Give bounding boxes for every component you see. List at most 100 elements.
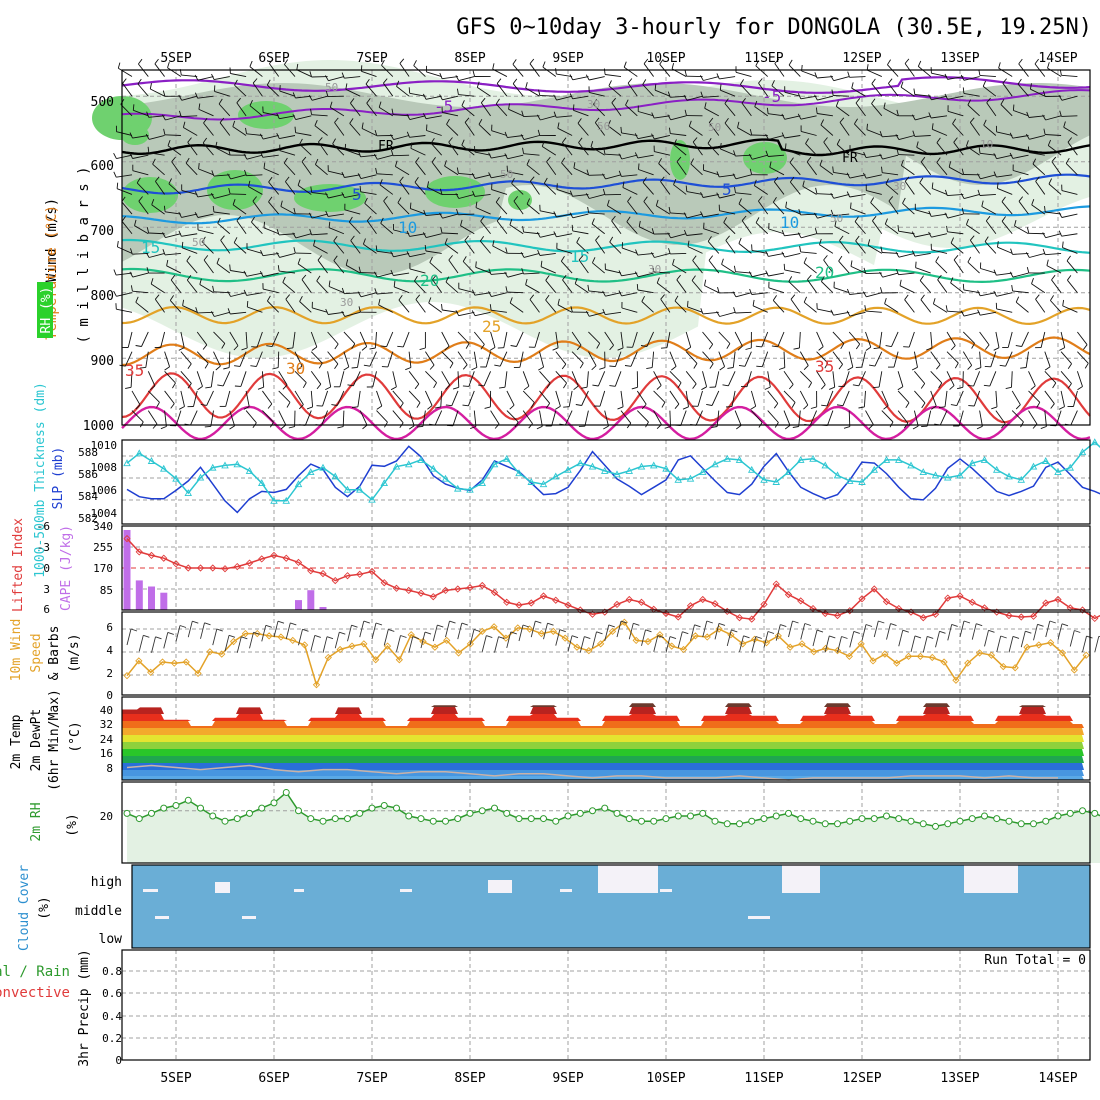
wind-barb xyxy=(689,126,703,136)
wind-barb xyxy=(213,351,221,367)
wind10-line-point xyxy=(597,640,605,648)
wind-barb-flag xyxy=(602,173,606,180)
contour-label: 50 xyxy=(597,120,610,133)
wind-barb-flag xyxy=(146,267,150,274)
wind-barb-flag xyxy=(950,277,954,284)
wind-barb xyxy=(203,122,214,136)
wind-barb-flag xyxy=(805,138,809,144)
tick-label: 8SEP xyxy=(454,1071,485,1086)
wind-barb xyxy=(1044,351,1051,367)
wind-barb xyxy=(148,115,165,118)
wind-barb xyxy=(703,194,719,198)
wind-barb-flag xyxy=(347,384,354,387)
wind-barb-flag xyxy=(562,137,567,143)
wind-barb xyxy=(295,95,312,99)
wind-barb-flag xyxy=(835,100,839,107)
wind10-line-point xyxy=(857,640,865,648)
wind-barb xyxy=(132,290,149,294)
wind-barb xyxy=(458,288,475,294)
wind-barb-flag xyxy=(606,199,610,206)
wind-barb xyxy=(477,87,491,97)
wind10-line-point xyxy=(135,657,143,665)
wind-barb xyxy=(386,331,394,347)
wind-barb-flag xyxy=(846,191,851,198)
wind-barb xyxy=(332,143,345,156)
wind-barb-flag xyxy=(137,78,142,85)
wind-barb-flag xyxy=(915,261,917,268)
wind-barb xyxy=(930,331,933,348)
wind-barb xyxy=(240,371,247,387)
wind-barb xyxy=(539,94,556,97)
wind-barb xyxy=(230,292,247,297)
wind-barb-flag xyxy=(456,167,459,174)
wind-barb-flag xyxy=(737,121,740,128)
wind-barb-flag xyxy=(232,120,236,127)
wind-barb xyxy=(379,184,394,195)
thickness-line-point xyxy=(1005,472,1013,480)
wind-barb-flag xyxy=(961,207,965,214)
wind-barb xyxy=(702,311,719,315)
wind-barb xyxy=(800,130,817,136)
panel-frame xyxy=(121,949,1091,1061)
lifted-index-line-point xyxy=(674,613,682,621)
wind-barb xyxy=(789,181,801,195)
wind10-line-point xyxy=(182,658,190,666)
wind-barb xyxy=(1060,351,1072,364)
wind-barb-flag xyxy=(1042,90,1046,97)
wind-barb xyxy=(491,130,508,136)
temp-contour-40 xyxy=(121,405,1091,441)
wind-barb-flag xyxy=(1020,367,1027,369)
wind-barb xyxy=(393,252,410,258)
temp-contour-minus5 xyxy=(121,76,1091,94)
wind-barb xyxy=(392,410,404,424)
wind-barb-flag xyxy=(993,269,997,276)
wind-barb-flag xyxy=(325,75,329,81)
wind10-line-point xyxy=(573,643,581,651)
wind-barb xyxy=(327,351,339,365)
wind-barb xyxy=(219,122,231,136)
wind-barb xyxy=(170,279,182,293)
wind-barb xyxy=(898,252,915,258)
wind-barb xyxy=(605,292,622,297)
wind-barb xyxy=(816,371,826,385)
rh2m-line-point xyxy=(699,809,707,817)
wind-barb xyxy=(735,311,752,314)
wind-barb xyxy=(513,200,524,215)
wind10-barb-flag xyxy=(228,634,236,638)
wind-barb xyxy=(817,113,833,117)
wind-barb-flag xyxy=(1001,216,1006,222)
wind-barb xyxy=(252,82,263,97)
lifted-index-line-point xyxy=(870,585,878,593)
wind-barb xyxy=(947,213,964,219)
wind-barb-flag xyxy=(863,172,867,179)
wind-barb xyxy=(175,410,182,426)
wind-barb xyxy=(672,264,687,274)
wind-barb-flag xyxy=(673,139,677,145)
wind-barb-flag xyxy=(870,197,875,203)
wind10-barb xyxy=(396,635,401,652)
tick-label: 7SEP xyxy=(356,1071,387,1086)
wind10-line-point xyxy=(395,656,403,664)
temp-contour-15 xyxy=(121,238,1091,254)
wind-barb-flag xyxy=(301,156,307,162)
wind10-barb xyxy=(408,636,414,653)
wind-barb xyxy=(947,110,964,117)
wind-barb-flag xyxy=(381,59,385,66)
wind-barb-flag xyxy=(1015,345,1022,347)
wind-barb-flag xyxy=(1034,58,1039,65)
wind10-barb xyxy=(604,624,610,641)
wind-barb xyxy=(656,282,671,294)
lifted-index-line-point xyxy=(613,600,621,609)
wind10-barb xyxy=(739,635,744,652)
wind-barb xyxy=(871,103,883,117)
run-total-label: Run Total = 0 xyxy=(984,953,1086,968)
wind10-barb-flag xyxy=(951,623,958,627)
rh2m-line-point xyxy=(442,817,449,825)
wind10-line-point xyxy=(1047,639,1055,647)
wind-barb-flag xyxy=(1077,386,1083,391)
wind-barb xyxy=(327,331,339,345)
wind-barb xyxy=(229,331,239,346)
wind-barb xyxy=(148,152,165,156)
wind-barb-flag xyxy=(824,362,829,369)
wind10-barb-flag xyxy=(510,631,517,635)
